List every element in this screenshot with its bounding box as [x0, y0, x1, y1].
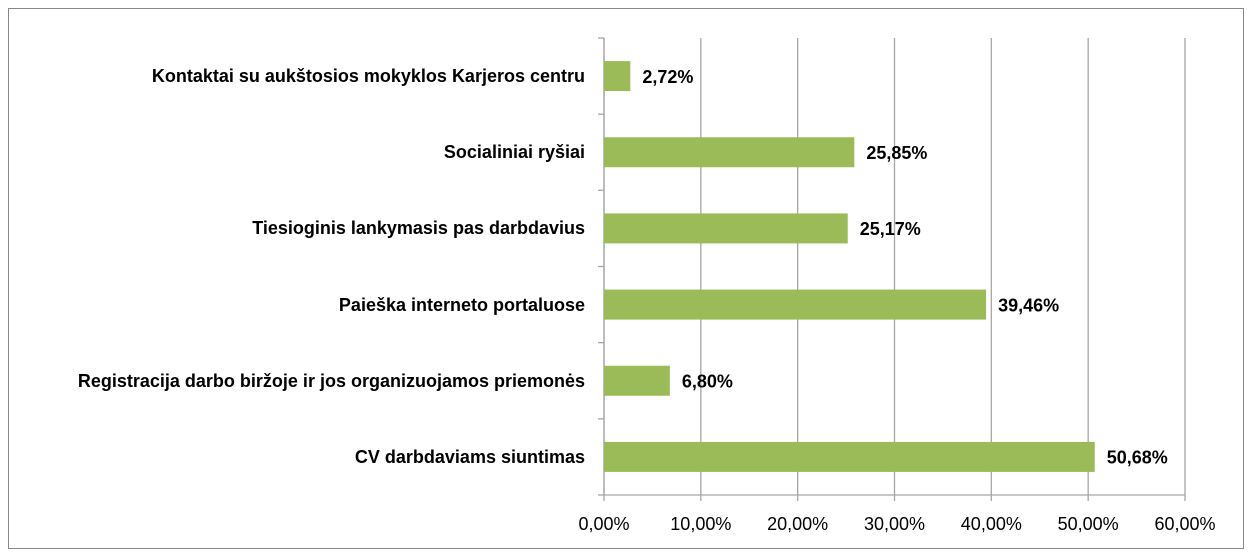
data-label: 2,72%	[642, 67, 693, 87]
x-tick-label: 20,00%	[767, 514, 828, 534]
x-tick-label: 40,00%	[961, 514, 1022, 534]
bar	[604, 441, 1095, 472]
data-label: 50,68%	[1107, 448, 1168, 468]
bar	[604, 213, 848, 244]
data-label: 25,17%	[860, 219, 921, 239]
x-tick-label: 10,00%	[670, 514, 731, 534]
x-tick-label: 30,00%	[864, 514, 925, 534]
category-label: Socialiniai ryšiai	[443, 142, 585, 163]
data-label: 39,46%	[998, 295, 1059, 315]
x-tick-label: 60,00%	[1154, 514, 1215, 534]
x-tick-label: 0,00%	[578, 514, 629, 534]
data-label: 6,80%	[682, 372, 733, 392]
category-label: Tiesioginis lankymasis pas darbdavius	[252, 218, 585, 239]
bar	[604, 61, 631, 92]
bar	[604, 365, 670, 396]
bar	[604, 137, 855, 168]
category-label: Registracija darbo biržoje ir jos organi…	[77, 370, 585, 391]
category-label: Paieška interneto portaluose	[338, 294, 585, 315]
bar	[604, 289, 987, 320]
x-tick-label: 50,00%	[1058, 514, 1119, 534]
category-label: CV darbdaviams siuntimas	[354, 446, 585, 467]
category-label: Kontaktai su aukštosios mokyklos Karjero…	[151, 66, 585, 87]
data-label: 25,85%	[866, 143, 927, 163]
